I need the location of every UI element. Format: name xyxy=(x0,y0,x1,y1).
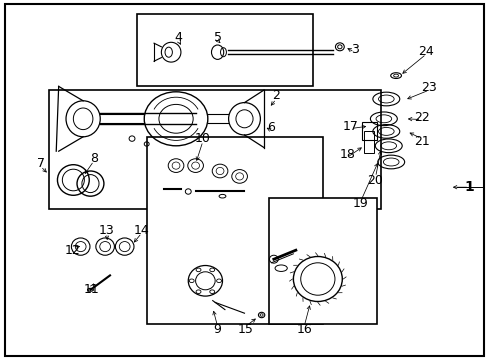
Text: 16: 16 xyxy=(296,323,311,336)
Text: 13: 13 xyxy=(99,224,114,237)
Bar xyxy=(364,131,373,153)
Text: 19: 19 xyxy=(352,197,368,210)
Text: 11: 11 xyxy=(84,283,100,296)
Text: 2: 2 xyxy=(272,89,280,102)
Text: 14: 14 xyxy=(134,224,149,237)
Bar xyxy=(137,14,312,86)
Text: 21: 21 xyxy=(413,135,428,148)
Bar xyxy=(268,198,376,324)
Text: 5: 5 xyxy=(213,31,221,44)
Bar xyxy=(146,137,322,324)
Text: 8: 8 xyxy=(90,152,98,165)
Text: 7: 7 xyxy=(37,157,44,170)
Text: 4: 4 xyxy=(174,31,182,44)
Text: 10: 10 xyxy=(195,132,210,145)
Text: 3: 3 xyxy=(350,43,358,56)
Text: 9: 9 xyxy=(213,323,221,336)
Text: 17: 17 xyxy=(343,120,358,132)
Text: 1: 1 xyxy=(464,180,473,194)
Bar xyxy=(49,90,381,209)
Text: 20: 20 xyxy=(367,174,383,186)
Text: 22: 22 xyxy=(413,111,428,123)
Text: 6: 6 xyxy=(267,121,275,134)
Bar xyxy=(361,122,376,140)
Text: 12: 12 xyxy=(64,244,80,257)
Text: 23: 23 xyxy=(421,81,436,94)
Text: 18: 18 xyxy=(339,148,354,161)
Text: 24: 24 xyxy=(418,45,433,58)
Text: 15: 15 xyxy=(237,323,253,336)
